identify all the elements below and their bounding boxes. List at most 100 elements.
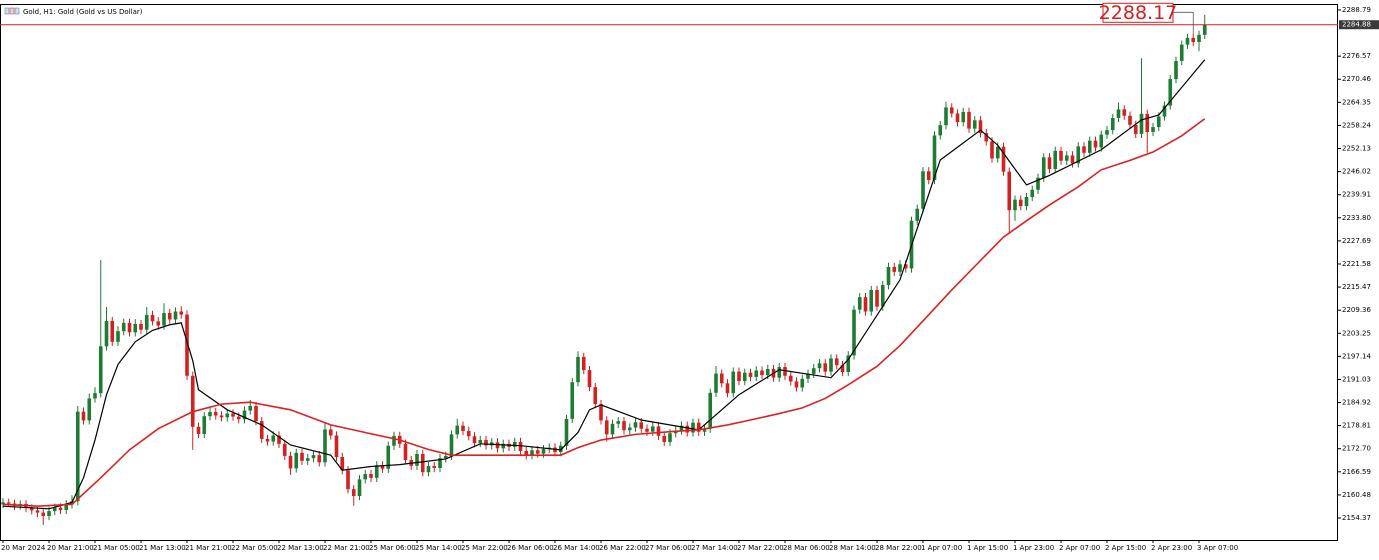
candle-body: [392, 435, 396, 446]
candle-body: [461, 425, 465, 431]
candle-body: [604, 420, 609, 435]
candle-body: [75, 411, 80, 502]
candle-body: [840, 365, 845, 372]
x-tick-label: 1 Apr 07:00: [921, 544, 962, 552]
candle-body: [1013, 199, 1017, 211]
candle-body: [886, 266, 891, 286]
candle-body: [639, 422, 644, 429]
candle-body: [978, 120, 983, 134]
y-tick-label: 2172.70: [1342, 445, 1371, 453]
candle-body: [1128, 115, 1132, 125]
candle-body: [29, 508, 34, 511]
candle-body: [846, 355, 851, 372]
candle-body: [501, 443, 506, 449]
candle-body: [225, 413, 230, 418]
candle-body: [357, 479, 362, 496]
y-tick-label: 2258.24: [1342, 121, 1371, 129]
candle-body: [35, 510, 40, 513]
candle-body: [1174, 60, 1178, 80]
candle-body: [1064, 155, 1069, 161]
y-tick-label: 2154.37: [1342, 514, 1371, 522]
x-tick-label: 1 Apr 15:00: [967, 544, 1008, 552]
candle-body: [47, 511, 51, 516]
candle-body: [52, 507, 57, 512]
candle-body: [259, 421, 264, 439]
candle-body: [926, 171, 931, 180]
symbol-icon: [4, 7, 10, 15]
candle-body: [156, 321, 161, 326]
candle-body: [1151, 127, 1155, 132]
candle-body: [1139, 113, 1144, 134]
candle-body: [202, 416, 207, 434]
x-tick-label: 20 Mar 21:00: [47, 544, 94, 552]
candle-body: [277, 435, 281, 444]
candle-body: [725, 383, 730, 394]
x-tick-label: 28 Mar 06:00: [783, 544, 830, 552]
x-tick-label: 22 Mar 13:00: [277, 544, 324, 552]
candle-body: [328, 429, 333, 436]
candle-body: [167, 313, 172, 320]
candle-body: [800, 378, 805, 388]
candle-body: [564, 418, 569, 446]
candle-body: [806, 373, 810, 379]
candle-body: [455, 425, 460, 435]
candle-body: [1179, 44, 1184, 61]
candle-body: [880, 285, 885, 307]
candle-body: [162, 313, 166, 326]
candle-body: [196, 426, 201, 434]
candle-body: [1059, 150, 1063, 161]
candle-body: [668, 433, 672, 442]
price-label-box: [1102, 2, 1174, 23]
candle-body: [98, 346, 103, 394]
candle-body: [87, 398, 92, 421]
candle-body: [852, 309, 856, 356]
candle-body: [6, 502, 11, 504]
candle-body: [1024, 197, 1029, 207]
candle-body: [64, 504, 69, 510]
candle-body: [1018, 199, 1023, 207]
candle-body: [869, 289, 874, 312]
y-tick-label: 2239.91: [1342, 191, 1371, 199]
candle-body: [737, 371, 741, 382]
candle-body: [110, 320, 115, 342]
candle-body: [236, 416, 241, 420]
candle-body: [323, 429, 327, 463]
candle-body: [570, 382, 575, 419]
candle-body: [219, 415, 224, 418]
y-tick-label: 2246.02: [1342, 168, 1371, 176]
candle-body: [282, 443, 287, 456]
candle-body: [231, 413, 235, 417]
candle-body: [495, 442, 500, 449]
x-tick-label: 21 Mar 05:00: [93, 544, 140, 552]
candle-body: [190, 375, 195, 427]
x-tick-label: 28 Mar 14:00: [829, 544, 876, 552]
price-label-leader: [1173, 11, 1194, 34]
candle-body: [242, 410, 247, 420]
y-tick-label: 2203.25: [1342, 329, 1371, 337]
candle-body: [915, 208, 920, 221]
y-tick-label: 2276.57: [1342, 52, 1371, 60]
x-tick-label: 1 Apr 23:00: [1013, 544, 1054, 552]
candle-body: [863, 297, 868, 312]
x-tick-label: 28 Mar 22:00: [875, 544, 922, 552]
candle-body: [420, 454, 425, 473]
candle-body: [185, 314, 189, 376]
candle-body: [1185, 37, 1190, 45]
candle-body: [386, 445, 391, 469]
x-tick-label: 2 Apr 07:00: [1059, 544, 1100, 552]
x-tick-label: 22 Mar 05:00: [231, 544, 278, 552]
candle-body: [133, 323, 138, 333]
x-tick-label: 21 Mar 13:00: [139, 544, 186, 552]
candle-body: [472, 436, 477, 444]
y-tick-label: 2209.36: [1342, 306, 1371, 314]
candle-body: [403, 443, 408, 461]
candle-body: [581, 356, 586, 371]
candle-body: [679, 425, 684, 431]
y-tick-label: 2215.47: [1342, 283, 1371, 291]
candle-body: [1099, 134, 1104, 148]
candle-body: [817, 363, 822, 369]
candle-body: [1047, 157, 1052, 170]
y-tick-label: 2221.58: [1342, 260, 1371, 268]
candle-body: [179, 311, 184, 315]
